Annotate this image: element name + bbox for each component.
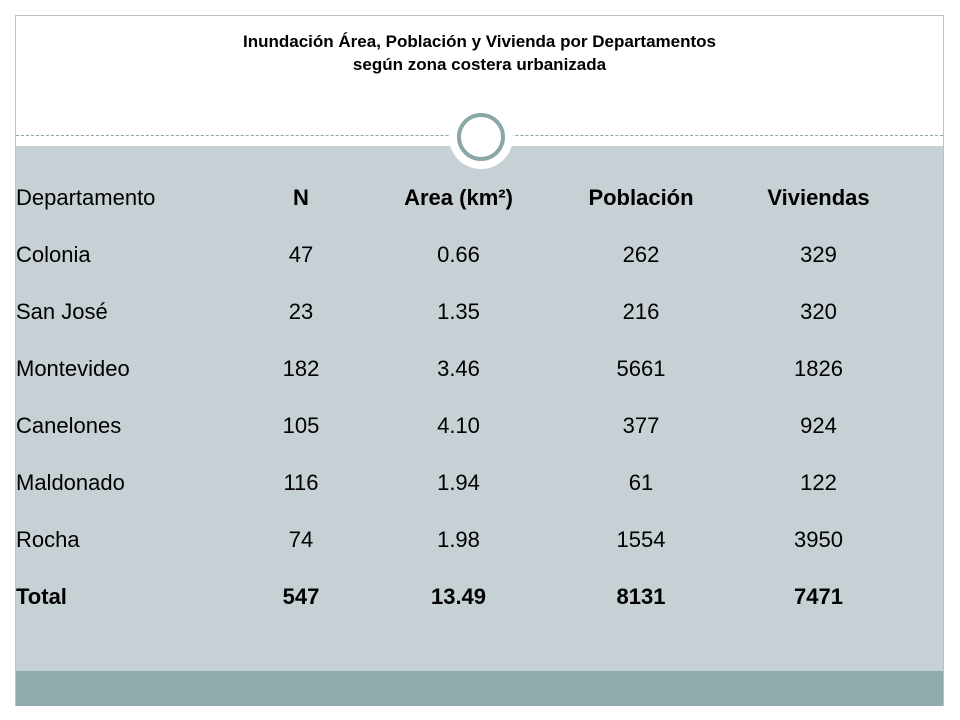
title-line-2: según zona costera urbanizada xyxy=(352,55,607,74)
cell-n: 116 xyxy=(283,469,319,495)
cell-viviendas: 320 xyxy=(800,298,837,324)
header-n: N xyxy=(293,184,309,210)
table-row: Maldonado 116 1.94 61 122 xyxy=(16,454,896,511)
content-panel xyxy=(16,146,943,671)
total-viviendas: 7471 xyxy=(794,583,843,609)
table-row: Canelones 105 4.10 377 924 xyxy=(16,397,896,454)
slide: Inundación Área, Población y Vivienda po… xyxy=(15,15,944,706)
cell-n: 23 xyxy=(288,298,314,324)
cell-departamento: Colonia xyxy=(16,241,91,267)
cell-viviendas: 329 xyxy=(800,241,837,267)
table-row: Montevideo 182 3.46 5661 1826 xyxy=(16,340,896,397)
cell-departamento: Rocha xyxy=(16,526,80,552)
total-n: 547 xyxy=(282,583,320,609)
cell-departamento: Maldonado xyxy=(16,469,125,495)
cell-area: 3.46 xyxy=(437,355,480,381)
circle-ornament-icon xyxy=(449,105,513,169)
total-label: Total xyxy=(16,583,67,609)
cell-n: 182 xyxy=(282,355,320,381)
ring-icon xyxy=(457,113,505,161)
data-table: Departamento N Area (km²) Población Vivi… xyxy=(16,169,896,625)
slide-title: Inundación Área, Población y Vivienda po… xyxy=(16,30,943,76)
cell-poblacion: 5661 xyxy=(616,355,666,381)
header-departamento: Departamento xyxy=(16,184,156,210)
cell-viviendas: 924 xyxy=(800,412,837,438)
cell-poblacion: 377 xyxy=(622,412,660,438)
cell-poblacion: 61 xyxy=(628,469,654,495)
cell-departamento: Canelones xyxy=(16,412,122,438)
table-header-row: Departamento N Area (km²) Población Vivi… xyxy=(16,169,896,226)
total-poblacion: 8131 xyxy=(616,583,666,609)
table-total-row: Total 547 13.49 8131 7471 xyxy=(16,568,896,625)
cell-area: 4.10 xyxy=(437,412,480,438)
header-viviendas: Viviendas xyxy=(767,184,870,210)
cell-area: 1.98 xyxy=(437,526,480,552)
footer-band xyxy=(16,671,943,706)
cell-n: 105 xyxy=(282,412,320,438)
table-row: Colonia 47 0.66 262 329 xyxy=(16,226,896,283)
cell-departamento: San José xyxy=(16,298,108,324)
cell-n: 47 xyxy=(288,241,314,267)
cell-viviendas: 1826 xyxy=(794,355,843,381)
title-line-1: Inundación Área, Población y Vivienda po… xyxy=(243,32,716,51)
cell-poblacion: 262 xyxy=(622,241,660,267)
cell-area: 1.94 xyxy=(437,469,480,495)
cell-departamento: Montevideo xyxy=(16,355,130,381)
table-row: San José 23 1.35 216 320 xyxy=(16,283,896,340)
total-area: 13.49 xyxy=(430,583,487,609)
cell-area: 0.66 xyxy=(437,241,480,267)
cell-viviendas: 122 xyxy=(800,469,837,495)
header-area: Area (km²) xyxy=(404,184,513,210)
cell-poblacion: 1554 xyxy=(616,526,666,552)
cell-n: 74 xyxy=(288,526,314,552)
table-row: Rocha 74 1.98 1554 3950 xyxy=(16,511,896,568)
cell-viviendas: 3950 xyxy=(794,526,843,552)
header-poblacion: Población xyxy=(588,184,694,210)
cell-poblacion: 216 xyxy=(622,298,660,324)
cell-area: 1.35 xyxy=(437,298,480,324)
